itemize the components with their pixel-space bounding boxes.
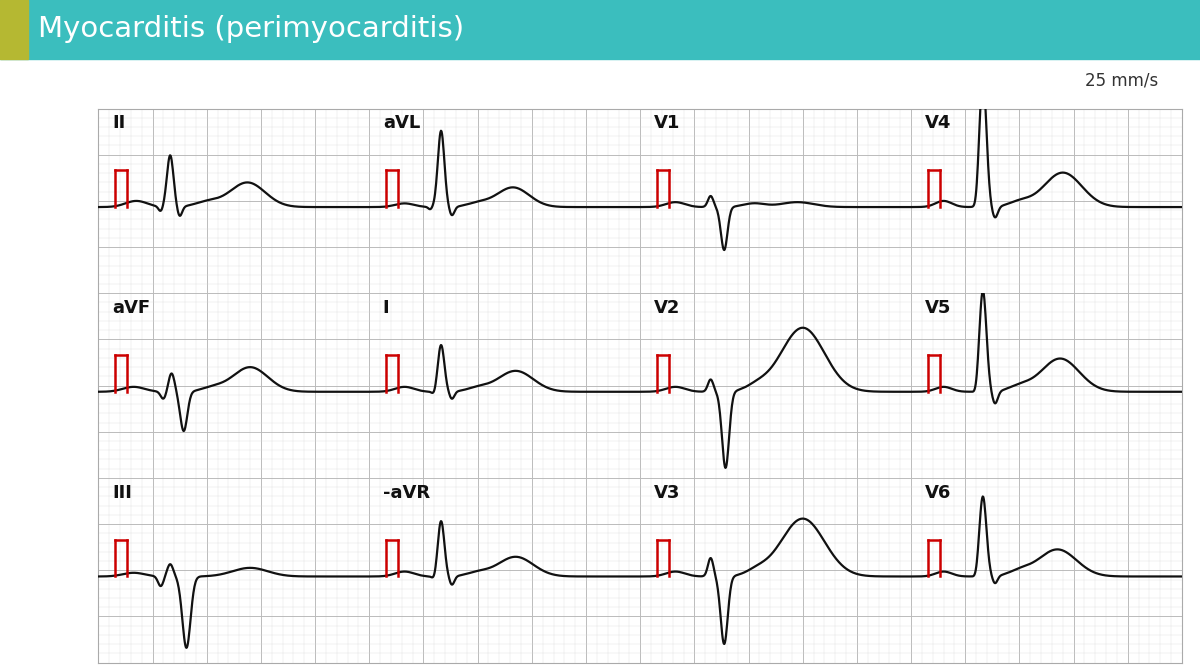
Text: Myocarditis (perimyocarditis): Myocarditis (perimyocarditis): [38, 15, 464, 43]
Text: aVF: aVF: [112, 299, 150, 317]
Text: III: III: [112, 484, 132, 501]
Text: II: II: [112, 114, 125, 132]
Text: 25 mm/s: 25 mm/s: [1085, 71, 1158, 89]
Text: I: I: [383, 299, 390, 317]
Text: V3: V3: [654, 484, 680, 501]
Text: V5: V5: [925, 299, 952, 317]
Text: -aVR: -aVR: [383, 484, 430, 501]
Text: V2: V2: [654, 299, 680, 317]
Text: aVL: aVL: [383, 114, 420, 132]
Text: V1: V1: [654, 114, 680, 132]
Bar: [0, 0, 28, 59]
Text: V6: V6: [925, 484, 952, 501]
Text: V4: V4: [925, 114, 952, 132]
